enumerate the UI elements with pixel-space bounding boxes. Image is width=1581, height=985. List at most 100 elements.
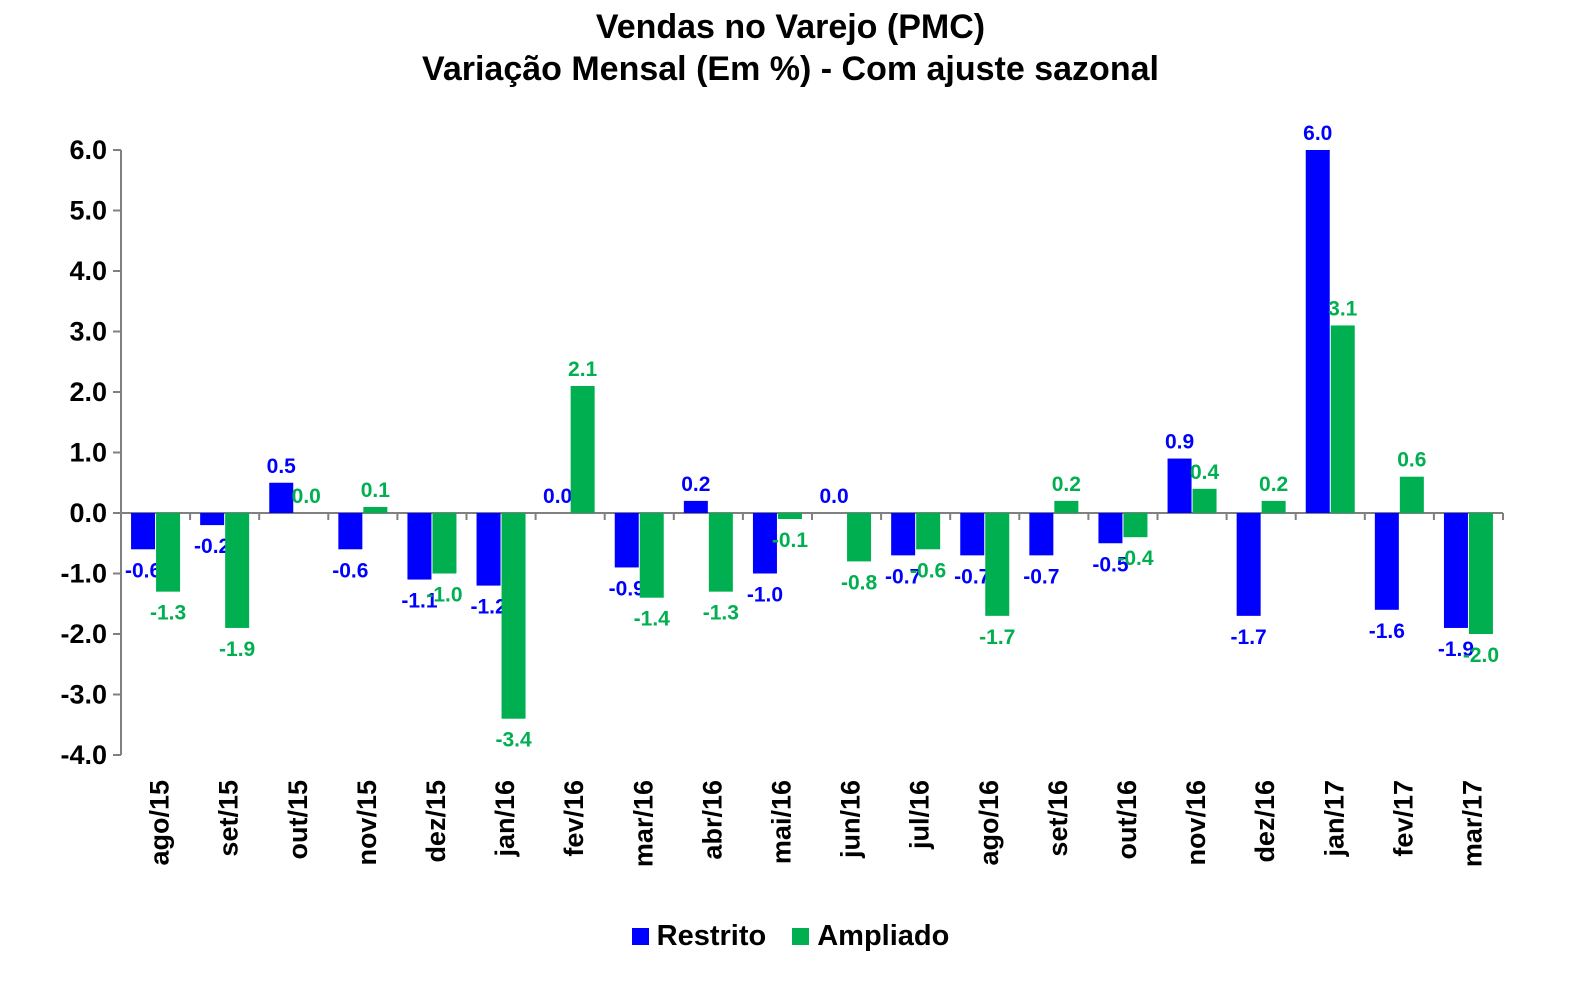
data-label-restrito: -1.1 [401, 590, 438, 613]
data-label-restrito: 0.0 [819, 485, 848, 508]
bar-ampliado [432, 513, 457, 574]
x-tick-label: out/16 [1112, 780, 1142, 860]
bar-restrito [752, 513, 777, 574]
data-label-ampliado: -1.7 [979, 626, 1015, 649]
x-tick-label: out/15 [283, 780, 313, 860]
bar-ampliado [1399, 476, 1424, 513]
y-tick-label: 1.0 [69, 438, 107, 468]
legend: Restrito Ampliado [0, 920, 1581, 953]
x-tick-label: ago/16 [974, 780, 1004, 866]
x-tick-label: fev/17 [1388, 780, 1418, 857]
bar-restrito [269, 482, 294, 513]
x-tick-label: mar/17 [1457, 780, 1487, 867]
bar-restrito [131, 513, 156, 550]
x-tick-label: mar/16 [628, 780, 658, 867]
bar-ampliado [570, 385, 595, 513]
data-label-restrito: -0.6 [332, 559, 368, 582]
data-label-restrito: 0.9 [1165, 431, 1194, 454]
data-label-ampliado: 0.4 [1190, 461, 1220, 484]
bar-restrito [1443, 513, 1468, 628]
x-tick-label: jul/16 [905, 780, 935, 850]
y-tick-label: -4.0 [60, 740, 107, 770]
data-label-ampliado: -1.9 [219, 638, 255, 661]
bar-ampliado [363, 506, 388, 513]
bar-restrito [476, 513, 501, 586]
legend-label-ampliado: Ampliado [817, 920, 950, 952]
data-label-ampliado: -1.3 [150, 602, 186, 625]
bar-restrito [1167, 458, 1192, 513]
bar-restrito [407, 513, 432, 580]
data-label-ampliado: -0.6 [910, 559, 946, 582]
bar-ampliado [1261, 500, 1286, 513]
bar-ampliado [985, 513, 1010, 616]
bar-restrito [891, 513, 916, 556]
x-tick-label: mai/16 [766, 780, 796, 864]
bar-ampliado [847, 513, 872, 562]
data-label-restrito: -0.9 [609, 577, 645, 600]
y-tick-label: 0.0 [69, 498, 107, 528]
bar-restrito [1305, 150, 1330, 513]
data-label-ampliado: -1.0 [426, 584, 462, 607]
bar-ampliado [1330, 325, 1355, 513]
y-tick-label: 4.0 [69, 256, 107, 286]
y-tick-label: 6.0 [69, 135, 107, 165]
legend-swatch-restrito [631, 928, 649, 945]
data-label-ampliado: -0.1 [772, 529, 809, 552]
x-tick-label: jun/16 [836, 780, 866, 859]
data-label-restrito: -1.0 [747, 584, 783, 607]
x-tick-label: jan/16 [490, 780, 520, 858]
data-label-ampliado: -3.4 [495, 729, 532, 752]
y-tick-label: 5.0 [69, 196, 107, 226]
bar-ampliado [225, 513, 250, 628]
x-tick-label: set/16 [1043, 780, 1073, 857]
data-label-restrito: 0.0 [543, 485, 572, 508]
x-tick-label: jan/17 [1319, 780, 1349, 858]
data-label-ampliado: -2.0 [1463, 644, 1499, 667]
bar-restrito [683, 500, 708, 513]
data-label-ampliado: -0.8 [841, 571, 878, 594]
y-tick-label: 3.0 [69, 317, 107, 347]
bar-restrito [1236, 513, 1261, 616]
x-tick-label: ago/15 [145, 780, 175, 866]
data-label-ampliado: -0.4 [1117, 547, 1154, 570]
data-label-ampliado: -1.4 [634, 608, 671, 631]
data-label-restrito: 0.5 [267, 455, 297, 478]
legend-item-ampliado: Ampliado [792, 920, 949, 953]
data-label-ampliado: 0.6 [1397, 449, 1426, 472]
x-tick-label: fev/16 [559, 780, 589, 857]
data-label-ampliado: 0.1 [361, 479, 391, 502]
data-label-restrito: -0.7 [954, 565, 990, 588]
y-tick-label: -2.0 [60, 619, 107, 649]
bar-ampliado [1192, 488, 1217, 513]
bar-restrito [614, 513, 639, 568]
data-label-restrito: 6.0 [1303, 122, 1332, 145]
bar-restrito [1374, 513, 1399, 610]
bar-restrito [1098, 513, 1123, 544]
x-tick-label: nov/16 [1181, 780, 1211, 866]
bar-restrito [1029, 513, 1054, 556]
data-label-restrito: -0.7 [1023, 565, 1059, 588]
legend-swatch-ampliado [792, 928, 810, 945]
data-label-restrito: -1.9 [1438, 638, 1474, 661]
bar-ampliado [501, 513, 526, 719]
data-label-restrito: -1.6 [1369, 620, 1405, 643]
bar-ampliado [156, 513, 181, 592]
data-label-ampliado: 0.2 [1052, 473, 1081, 496]
bar-ampliado [1054, 500, 1079, 513]
y-tick-label: 2.0 [69, 377, 107, 407]
bar-restrito [200, 513, 225, 526]
bar-restrito [960, 513, 985, 556]
data-label-ampliado: -1.3 [703, 602, 739, 625]
data-label-restrito: -1.7 [1231, 626, 1267, 649]
chart-title: Vendas no Varejo (PMC) [595, 8, 986, 46]
data-label-ampliado: 0.2 [1259, 473, 1288, 496]
x-tick-label: dez/16 [1250, 780, 1280, 863]
x-tick-label: dez/15 [421, 780, 451, 863]
bar-ampliado [916, 513, 941, 550]
x-tick-label: set/15 [214, 780, 244, 857]
data-label-restrito: -0.7 [885, 565, 921, 588]
bar-restrito [338, 513, 363, 550]
y-tick-label: -3.0 [60, 680, 107, 710]
data-label-restrito: -1.2 [470, 596, 506, 619]
